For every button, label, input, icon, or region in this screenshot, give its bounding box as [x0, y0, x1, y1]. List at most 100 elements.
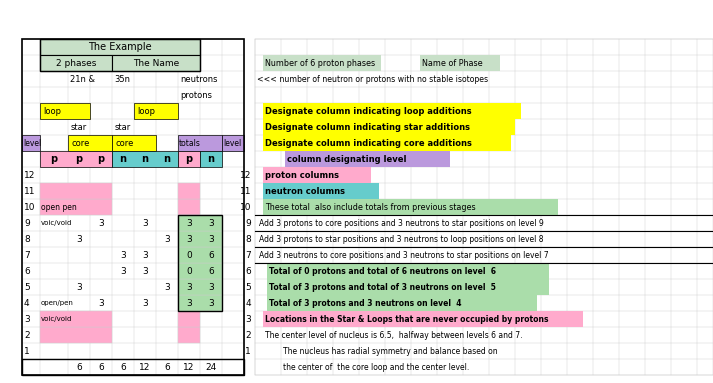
- Text: 5: 5: [245, 283, 251, 291]
- Bar: [178, 327, 200, 343]
- Text: 35n: 35n: [114, 75, 130, 83]
- Text: Locations in the Star & Loops that are never occupied by protons: Locations in the Star & Loops that are n…: [265, 314, 548, 324]
- Bar: [40, 39, 200, 55]
- Bar: [178, 215, 222, 311]
- Bar: [178, 295, 222, 311]
- Text: 3: 3: [142, 298, 148, 308]
- Text: 5: 5: [24, 283, 30, 291]
- Text: core: core: [71, 139, 89, 147]
- Text: 10: 10: [240, 203, 251, 211]
- Bar: [134, 103, 178, 119]
- Text: loop: loop: [137, 106, 155, 116]
- Bar: [178, 263, 222, 279]
- Text: 24: 24: [205, 362, 217, 372]
- Text: n: n: [163, 154, 170, 164]
- Text: 3: 3: [98, 218, 104, 228]
- Bar: [178, 247, 222, 263]
- Text: The center level of nucleus is 6.5,  halfway between levels 6 and 7.: The center level of nucleus is 6.5, half…: [265, 331, 523, 339]
- Bar: [263, 311, 583, 327]
- Text: p: p: [98, 154, 105, 164]
- Text: 3: 3: [208, 298, 214, 308]
- Bar: [178, 135, 222, 151]
- Text: star: star: [115, 123, 131, 131]
- Text: These total  also include totals from previous stages: These total also include totals from pre…: [265, 203, 476, 211]
- Text: 6: 6: [24, 267, 30, 275]
- Text: 3: 3: [164, 234, 170, 244]
- Text: The Name: The Name: [133, 59, 179, 67]
- Text: 6: 6: [98, 362, 104, 372]
- Text: 3: 3: [142, 218, 148, 228]
- Text: 6: 6: [76, 362, 82, 372]
- Text: 3: 3: [186, 298, 192, 308]
- Text: 3: 3: [120, 267, 126, 275]
- Text: 3: 3: [208, 218, 214, 228]
- Text: Designate column indicating loop additions: Designate column indicating loop additio…: [265, 106, 471, 116]
- Text: 4: 4: [24, 298, 30, 308]
- Text: voic/void: voic/void: [41, 316, 73, 322]
- Bar: [263, 135, 511, 151]
- Text: 3: 3: [245, 314, 251, 324]
- Text: the center of  the core loop and the center level.: the center of the core loop and the cent…: [283, 362, 469, 372]
- Bar: [112, 55, 200, 71]
- Bar: [420, 55, 500, 71]
- Text: level: level: [223, 139, 241, 147]
- Text: 12: 12: [183, 362, 195, 372]
- Text: The Example: The Example: [88, 42, 152, 52]
- Text: Designate column indicating star additions: Designate column indicating star additio…: [265, 123, 470, 131]
- Bar: [263, 119, 515, 135]
- Bar: [40, 199, 112, 215]
- Text: loop: loop: [43, 106, 61, 116]
- Bar: [112, 151, 178, 167]
- Bar: [40, 55, 112, 71]
- Text: column designating level: column designating level: [287, 154, 406, 164]
- Bar: [178, 279, 222, 295]
- Text: Add 3 neutrons to core positions and 3 neutrons to star positions on level 7: Add 3 neutrons to core positions and 3 n…: [259, 250, 548, 260]
- Bar: [68, 135, 112, 151]
- Text: 11: 11: [24, 187, 36, 195]
- Bar: [222, 135, 244, 151]
- Text: totals: totals: [179, 139, 201, 147]
- Bar: [267, 295, 537, 311]
- Text: 7: 7: [24, 250, 30, 260]
- Text: level: level: [23, 139, 41, 147]
- Bar: [22, 359, 244, 375]
- Text: 12: 12: [24, 170, 36, 180]
- Bar: [267, 279, 549, 295]
- Bar: [263, 199, 558, 215]
- Bar: [285, 151, 450, 167]
- Bar: [263, 55, 381, 71]
- Text: 3: 3: [186, 218, 192, 228]
- Text: neutrons: neutrons: [180, 75, 217, 83]
- Text: Designate column indicating core additions: Designate column indicating core additio…: [265, 139, 472, 147]
- Text: 3: 3: [186, 234, 192, 244]
- Text: 12: 12: [139, 362, 150, 372]
- Text: star: star: [71, 123, 87, 131]
- Text: 2: 2: [24, 331, 30, 339]
- Text: neutron columns: neutron columns: [265, 187, 345, 195]
- Text: n: n: [120, 154, 126, 164]
- Text: 6: 6: [120, 362, 126, 372]
- Text: 6: 6: [245, 267, 251, 275]
- Bar: [40, 183, 112, 199]
- Bar: [40, 39, 200, 71]
- Text: 3: 3: [164, 283, 170, 291]
- Text: 9: 9: [24, 218, 30, 228]
- Text: 11: 11: [240, 187, 251, 195]
- Text: 3: 3: [142, 267, 148, 275]
- Text: Total of 3 protons and 3 neutrons on level  4: Total of 3 protons and 3 neutrons on lev…: [269, 298, 461, 308]
- Bar: [40, 327, 112, 343]
- Text: 10: 10: [24, 203, 36, 211]
- Text: Number of 6 proton phases: Number of 6 proton phases: [265, 59, 375, 67]
- Bar: [263, 183, 379, 199]
- Bar: [22, 135, 40, 151]
- Text: 9: 9: [245, 218, 251, 228]
- Text: 1: 1: [245, 347, 251, 355]
- Bar: [22, 39, 244, 375]
- Text: 3: 3: [120, 250, 126, 260]
- Text: 3: 3: [142, 250, 148, 260]
- Text: 3: 3: [24, 314, 30, 324]
- Bar: [178, 311, 200, 327]
- Text: Add 3 protons to core positions and 3 neutrons to star positions on level 9: Add 3 protons to core positions and 3 ne…: [259, 218, 544, 228]
- Text: 8: 8: [24, 234, 30, 244]
- Bar: [178, 215, 222, 231]
